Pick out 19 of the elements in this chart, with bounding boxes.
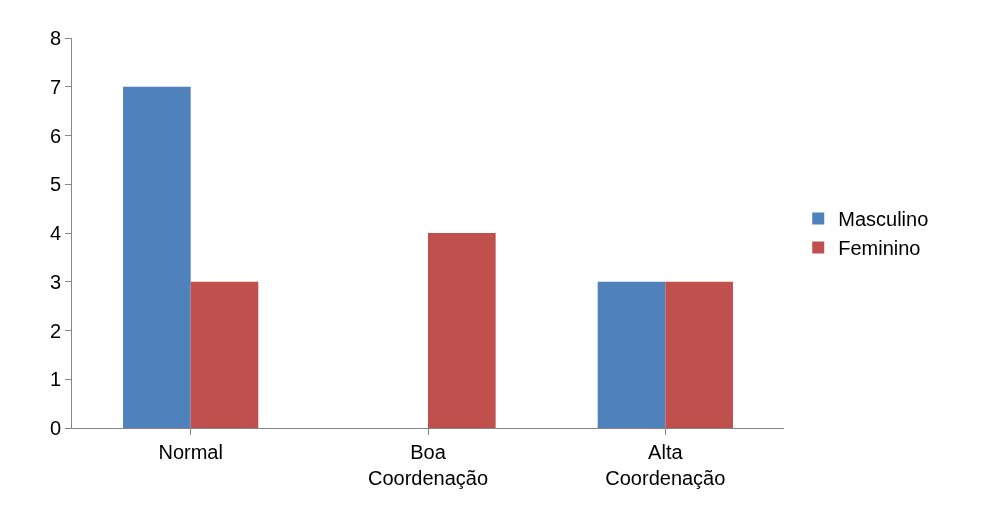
x-tick-label: Normal — [158, 441, 223, 463]
y-tick-label: 5 — [49, 173, 61, 196]
y-tick-label: 4 — [49, 222, 61, 244]
bar — [665, 281, 733, 428]
y-tick-label: 8 — [49, 27, 61, 49]
x-tick-label: Boa Coordenação — [367, 441, 489, 489]
y-tick-label: 0 — [49, 417, 61, 439]
y-tick-label: 2 — [49, 319, 61, 342]
bar — [428, 233, 496, 428]
y-tick-label: 7 — [49, 75, 61, 98]
x-tick-label: Alta Coordenação — [605, 441, 726, 489]
y-tick-label: 1 — [49, 368, 61, 391]
bar — [123, 86, 191, 428]
y-tick-label: 3 — [49, 270, 61, 293]
bar — [190, 281, 259, 428]
legend-label: Masculino — [838, 208, 929, 231]
y-tick-label: 6 — [49, 124, 61, 147]
legend-label: Feminino — [838, 237, 921, 260]
bar — [597, 281, 666, 428]
